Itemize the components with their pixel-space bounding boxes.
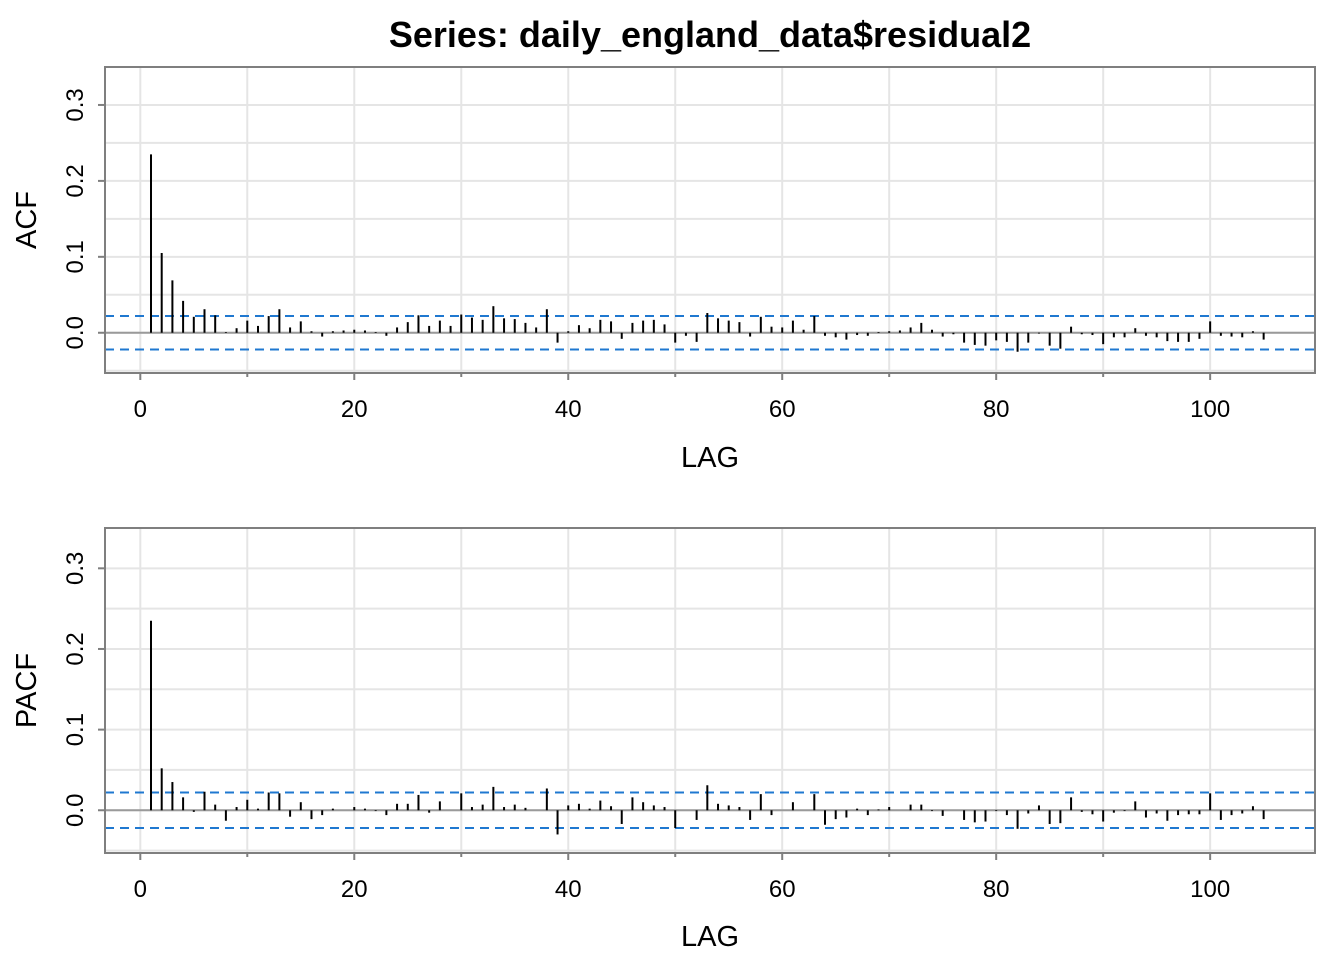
pacf-x-tick-label: 80: [983, 876, 1010, 903]
pacf-x-tick-label: 0: [134, 876, 147, 903]
pacf-x-tick-label: 60: [769, 876, 796, 903]
acf-y-tick-label: 0.1: [62, 240, 89, 273]
pacf-y-tick-label: 0.3: [62, 552, 89, 585]
acf-panel-frame: [104, 66, 1316, 374]
acf-y-tick-label: 0.2: [62, 164, 89, 197]
pacf-y-tick-label: 0.0: [62, 794, 89, 827]
acf-x-tick-label: 100: [1190, 396, 1230, 423]
acf-y-tick-label: 0.0: [62, 316, 89, 349]
acf-panel: 0 20 40 60 80 100 0.0 0.1 0.2 0.3 LAG ACF: [11, 66, 1316, 474]
pacf-panel: 0 20 40 60 80 100 0.0 0.1 0.2 0.3 LAG PACF: [11, 527, 1316, 953]
acf-x-tick-label: 0: [134, 396, 147, 423]
acf-x-tick-label: 80: [983, 396, 1010, 423]
pacf-x-tick-label: 20: [341, 876, 368, 903]
pacf-panel-frame: [104, 527, 1316, 854]
pacf-y-tick-label: 0.1: [62, 713, 89, 746]
acf-x-tick-label: 60: [769, 396, 796, 423]
acf-x-axis-label: LAG: [681, 442, 739, 474]
pacf-y-axis-label: PACF: [11, 653, 43, 728]
chart-title: Series: daily_england_data$residual2: [388, 14, 1032, 55]
acf-x-tick-label: 20: [341, 396, 368, 423]
acf-y-axis-label: ACF: [11, 191, 43, 249]
pacf-x-axis-label: LAG: [681, 921, 739, 953]
acf-y-tick-label: 0.3: [62, 88, 89, 121]
pacf-x-tick-label: 100: [1190, 876, 1230, 903]
pacf-y-tick-label: 0.2: [62, 632, 89, 665]
pacf-x-tick-label: 40: [555, 876, 582, 903]
acf-x-tick-label: 40: [555, 396, 582, 423]
